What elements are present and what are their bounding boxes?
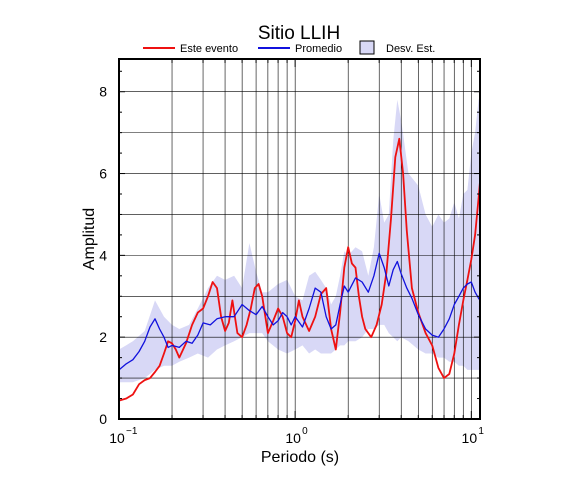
legend-label-promedio: Promedio xyxy=(295,43,342,55)
y-tick-label: 6 xyxy=(99,166,107,182)
x-tick-label-exponent: −1 xyxy=(126,426,138,437)
series-line-promedio xyxy=(118,252,481,371)
y-tick-label: 0 xyxy=(99,411,107,427)
x-tick-label-exponent: 0 xyxy=(302,426,308,437)
plot-frame xyxy=(118,58,481,420)
y-tick-label: 2 xyxy=(99,329,107,345)
legend-label-desv-est: Desv. Est. xyxy=(386,43,435,55)
series-layer xyxy=(118,137,481,402)
grid xyxy=(118,59,480,419)
x-tick-label-exponent: 1 xyxy=(478,426,484,437)
x-tick-label: 10 xyxy=(462,430,478,446)
x-tick-label: 10 xyxy=(285,430,301,446)
legend: Este evento Promedio Desv. Est. xyxy=(143,40,435,55)
x-axis-label: Periodo (s) xyxy=(261,449,339,466)
legend-label-este-evento: Este evento xyxy=(180,43,238,55)
std-dev-band xyxy=(119,95,480,383)
y-tick-label: 8 xyxy=(99,84,107,100)
y-axis-label: Amplitud xyxy=(81,208,98,270)
y-tick-label: 4 xyxy=(99,247,107,263)
chart-title: Sitio LLIH xyxy=(258,23,340,44)
legend-swatch-desv-est xyxy=(359,40,375,55)
x-tick-label: 10 xyxy=(109,430,125,446)
std-dev-band-layer xyxy=(119,95,480,383)
